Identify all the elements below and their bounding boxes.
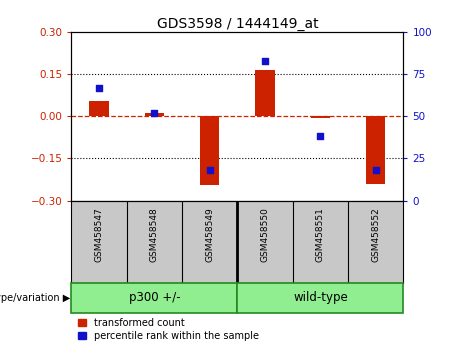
Point <box>95 85 103 90</box>
Text: GSM458549: GSM458549 <box>205 207 214 262</box>
Point <box>151 110 158 116</box>
Text: GSM458551: GSM458551 <box>316 207 325 262</box>
Bar <box>255 70 275 116</box>
Text: p300 +/-: p300 +/- <box>129 291 180 304</box>
Point <box>317 133 324 139</box>
Text: GSM458552: GSM458552 <box>371 207 380 262</box>
Legend: transformed count, percentile rank within the sample: transformed count, percentile rank withi… <box>77 316 261 343</box>
Text: GSM458550: GSM458550 <box>260 207 270 262</box>
Text: genotype/variation ▶: genotype/variation ▶ <box>0 293 71 303</box>
Bar <box>237 283 403 313</box>
Bar <box>366 116 385 184</box>
Point <box>372 167 379 173</box>
Text: wild-type: wild-type <box>293 291 348 304</box>
Bar <box>71 283 237 313</box>
Bar <box>200 116 219 185</box>
Point <box>261 58 269 63</box>
Text: genotype/variation: genotype/variation <box>5 172 97 182</box>
Bar <box>145 113 164 116</box>
Point <box>206 167 213 173</box>
Title: GDS3598 / 1444149_at: GDS3598 / 1444149_at <box>157 17 318 31</box>
Bar <box>89 101 109 116</box>
Text: GSM458548: GSM458548 <box>150 207 159 262</box>
Text: GSM458547: GSM458547 <box>95 207 104 262</box>
Bar <box>311 116 330 119</box>
